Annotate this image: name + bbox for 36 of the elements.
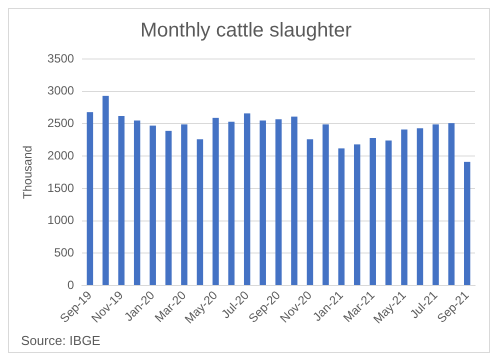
y-tick-label: 3000 xyxy=(47,84,74,98)
bar xyxy=(416,128,424,286)
bar xyxy=(275,119,282,286)
bar xyxy=(370,138,376,286)
bar xyxy=(244,113,250,286)
y-axis-title: Thousand xyxy=(20,146,35,199)
bar xyxy=(181,124,188,286)
bar xyxy=(165,130,172,286)
bar xyxy=(196,139,204,286)
bar xyxy=(228,122,235,286)
bar xyxy=(260,120,266,286)
y-tick-label: 2500 xyxy=(47,116,74,130)
bar xyxy=(338,148,345,286)
bar xyxy=(322,124,329,286)
bar xyxy=(134,120,140,286)
y-tick-label: 0 xyxy=(67,278,74,292)
bar xyxy=(118,116,125,286)
bar xyxy=(354,144,360,286)
bar xyxy=(401,130,408,286)
y-tick-label: 3500 xyxy=(47,51,74,66)
y-tick-label: 1500 xyxy=(47,180,74,195)
bar xyxy=(150,126,156,286)
y-tick-label: 500 xyxy=(54,245,74,260)
y-tick-label: 2000 xyxy=(47,148,74,162)
bar xyxy=(432,124,439,286)
chart-title: Monthly cattle slaughter xyxy=(140,20,352,42)
bar xyxy=(464,162,470,286)
bar xyxy=(385,140,392,286)
bar xyxy=(102,96,109,286)
bar xyxy=(291,116,298,286)
y-tick-label: 1000 xyxy=(47,213,74,228)
source-note: Source: IBGE xyxy=(21,333,100,348)
bar xyxy=(86,112,94,286)
bar xyxy=(448,123,455,286)
bar xyxy=(212,118,219,286)
bar xyxy=(306,139,314,286)
